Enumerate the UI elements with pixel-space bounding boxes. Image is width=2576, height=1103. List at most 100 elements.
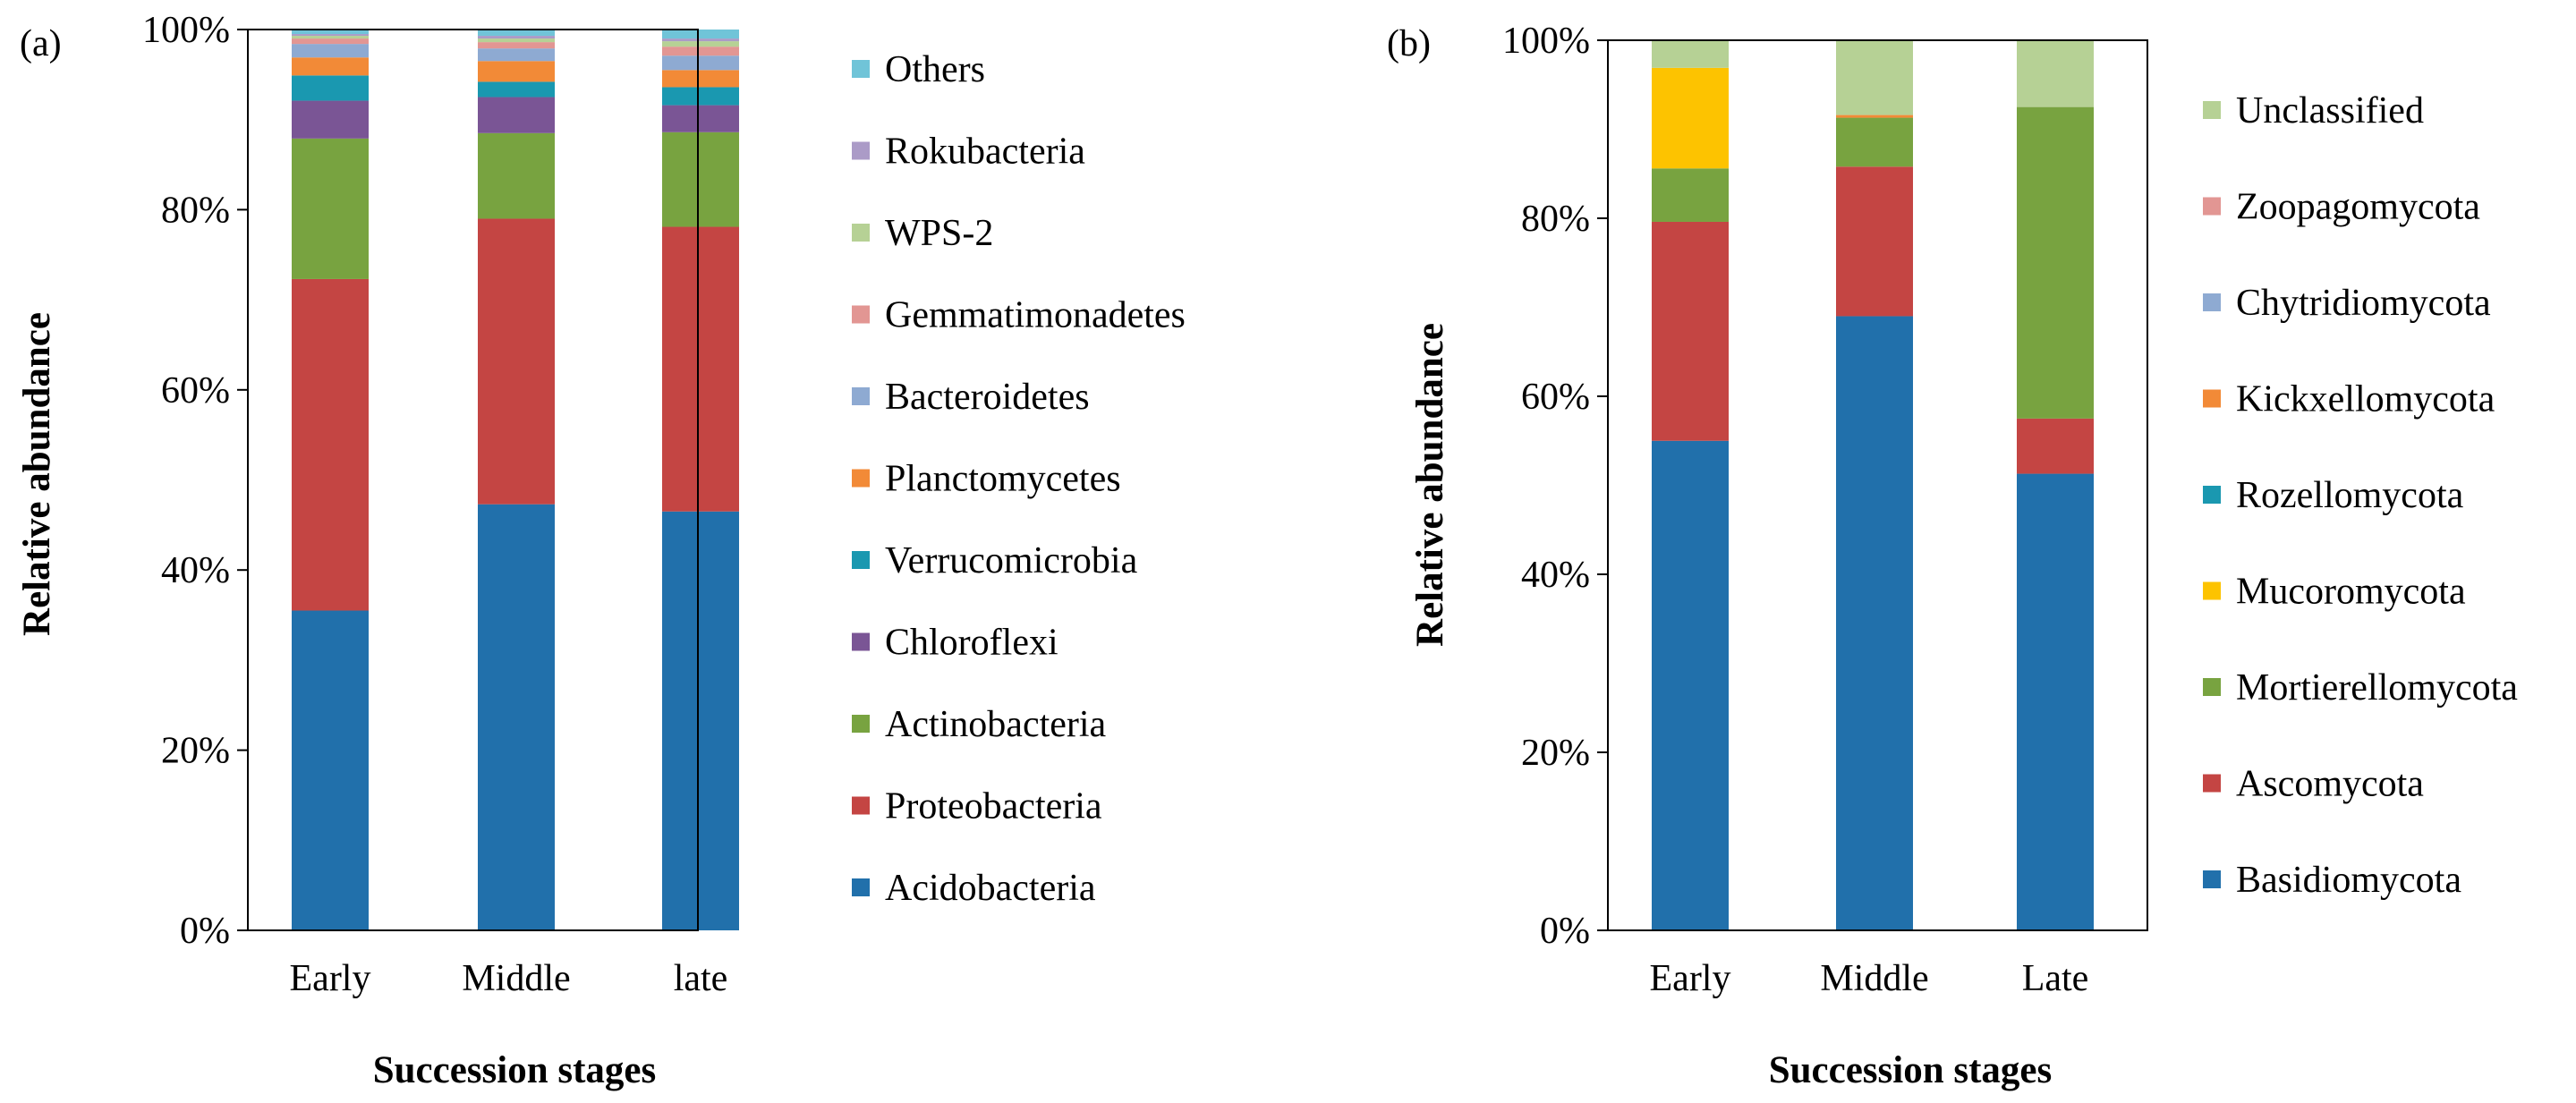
bar-segment-gemmatimonadetes-late — [662, 47, 739, 56]
legend-label-planctomycetes: Planctomycetes — [885, 459, 1121, 500]
y-tick-label: 0% — [180, 911, 230, 952]
x-tick-label: Early — [290, 958, 371, 999]
legend-label-mucoromycota: Mucoromycota — [2236, 572, 2466, 613]
bar-segment-unclassified-middle — [1836, 40, 1913, 115]
bar-segment-acidobacteria-late — [662, 511, 739, 930]
x-tick-label: Middle — [462, 958, 570, 999]
y-tick-label: 20% — [1521, 733, 1590, 774]
legend-label-kickxellomycota: Kickxellomycota — [2236, 379, 2495, 420]
bar-segment-chloroflexi-middle — [478, 97, 555, 133]
bar-segment-planctomycetes-early — [292, 57, 369, 76]
bar-segment-wps-2-middle — [478, 38, 555, 43]
legend-swatch-zoopagomycota — [2203, 197, 2221, 216]
legend-swatch-proteobacteria — [852, 796, 870, 815]
legend-swatch-rozellomycota — [2203, 486, 2221, 504]
bar-segment-basidiomycota-early — [1652, 440, 1729, 930]
bar-segment-gemmatimonadetes-early — [292, 38, 369, 45]
y-tick-label: 40% — [161, 550, 230, 591]
legend-label-actinobacteria: Actinobacteria — [885, 704, 1107, 745]
bar-segment-proteobacteria-late — [662, 226, 739, 512]
legend-label-acidobacteria: Acidobacteria — [885, 868, 1096, 909]
legend-label-chytridiomycota: Chytridiomycota — [2236, 283, 2491, 324]
legend-label-others: Others — [885, 49, 985, 90]
legend-swatch-bacteroidetes — [852, 387, 870, 405]
legend-label-bacteroidetes: Bacteroidetes — [885, 377, 1090, 418]
bar-segment-others-late — [662, 30, 739, 39]
bar-segment-ascomycota-early — [1652, 221, 1729, 441]
bar-segment-acidobacteria-early — [292, 610, 369, 930]
bar-segment-chloroflexi-late — [662, 105, 739, 132]
bar-segment-verrucomicrobia-early — [292, 75, 369, 101]
legend-swatch-rokubacteria — [852, 141, 870, 160]
legend-swatch-others — [852, 60, 870, 78]
y-tick-label: 100% — [1502, 21, 1590, 62]
bar-segment-wps-2-early — [292, 36, 369, 39]
bar-segment-mortierellomycota-early — [1652, 168, 1729, 222]
y-axis-title: Relative abundance — [1409, 323, 1451, 647]
bar-segment-kickxellomycota-middle — [1836, 115, 1913, 118]
legend-swatch-unclassified — [2203, 101, 2221, 119]
bar-segment-gemmatimonadetes-middle — [478, 42, 555, 49]
legend-label-gemmatimonadetes: Gemmatimonadetes — [885, 295, 1186, 336]
bar-segment-proteobacteria-early — [292, 278, 369, 611]
bar-segment-unclassified-early — [1652, 40, 1729, 68]
legend-label-chloroflexi: Chloroflexi — [885, 623, 1058, 664]
legend-swatch-planctomycetes — [852, 469, 870, 488]
legend-swatch-mucoromycota — [2203, 581, 2221, 600]
legend-label-ascomycota: Ascomycota — [2236, 764, 2424, 805]
plot-frame — [1607, 39, 2148, 931]
legend-swatch-chloroflexi — [852, 632, 870, 651]
plot-frame — [247, 29, 699, 931]
legend-label-wps-2: WPS-2 — [885, 213, 993, 254]
x-axis-title: Succession stages — [1769, 1049, 2053, 1091]
legend-label-rokubacteria: Rokubacteria — [885, 132, 1085, 173]
legend-label-rozellomycota: Rozellomycota — [2236, 475, 2464, 516]
bar-segment-chloroflexi-early — [292, 100, 369, 139]
y-tick-label: 60% — [1521, 377, 1590, 418]
legend-swatch-wps-2 — [852, 224, 870, 242]
x-axis-title: Succession stages — [373, 1049, 657, 1091]
legend-label-mortierellomycota: Mortierellomycota — [2236, 667, 2518, 708]
bar-segment-verrucomicrobia-middle — [478, 81, 555, 98]
legend-swatch-gemmatimonadetes — [852, 305, 870, 324]
bar-segment-rokubacteria-middle — [478, 36, 555, 39]
bar-segment-verrucomicrobia-late — [662, 87, 739, 106]
bar-segment-actinobacteria-early — [292, 138, 369, 279]
bar-segment-bacteroidetes-late — [662, 55, 739, 71]
bar-segment-mortierellomycota-late — [2017, 106, 2094, 419]
y-tick-label: 20% — [161, 731, 230, 772]
panel-label: (b) — [1387, 23, 1431, 64]
bar-segment-bacteroidetes-middle — [478, 48, 555, 62]
legend-swatch-chytridiomycota — [2203, 293, 2221, 311]
x-tick-label: late — [674, 958, 728, 999]
bar-segment-mortierellomycota-middle — [1836, 117, 1913, 167]
y-tick-label: 100% — [142, 10, 230, 51]
y-tick-label: 60% — [161, 370, 230, 412]
bar-segment-bacteroidetes-early — [292, 44, 369, 58]
bar-segment-basidiomycota-middle — [1836, 316, 1913, 930]
x-tick-label: Late — [2022, 958, 2089, 999]
x-tick-label: Early — [1650, 958, 1731, 999]
legend-swatch-actinobacteria — [852, 715, 870, 733]
bar-segment-rokubacteria-early — [292, 34, 369, 37]
bar-segment-wps-2-late — [662, 41, 739, 47]
bar-segment-ascomycota-middle — [1836, 166, 1913, 317]
legend-swatch-verrucomicrobia — [852, 551, 870, 569]
legend-label-zoopagomycota: Zoopagomycota — [2236, 187, 2480, 228]
bar-segment-others-early — [292, 30, 369, 35]
panel-label: (a) — [20, 23, 62, 64]
y-tick-label: 0% — [1540, 911, 1590, 952]
bar-segment-proteobacteria-middle — [478, 218, 555, 505]
legend-label-unclassified: Unclassified — [2236, 90, 2424, 132]
legend-label-proteobacteria: Proteobacteria — [885, 786, 1102, 827]
legend-swatch-kickxellomycota — [2203, 389, 2221, 408]
bar-segment-planctomycetes-middle — [478, 61, 555, 82]
bar-segment-acidobacteria-middle — [478, 504, 555, 930]
bar-segment-actinobacteria-late — [662, 132, 739, 227]
y-tick-label: 80% — [1521, 199, 1590, 240]
legend-label-basidiomycota: Basidiomycota — [2236, 860, 2461, 901]
legend-swatch-ascomycota — [2203, 774, 2221, 793]
legend-swatch-basidiomycota — [2203, 870, 2221, 888]
bar-segment-planctomycetes-late — [662, 70, 739, 88]
